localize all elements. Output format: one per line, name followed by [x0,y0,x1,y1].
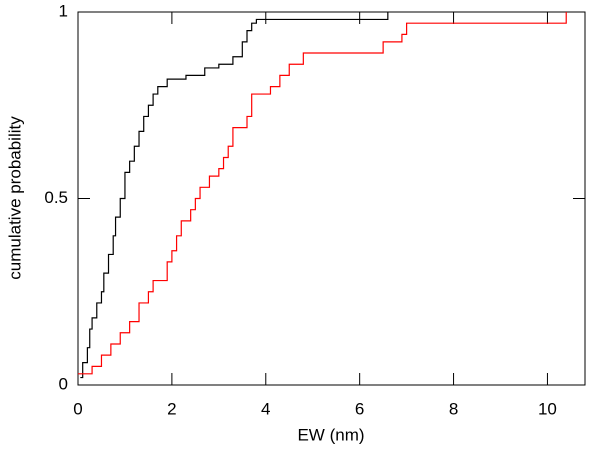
x-axis-label: EW (nm) [297,425,364,444]
step-line [78,12,567,375]
y-tick-label: 1 [59,1,68,20]
plot-frame [77,11,586,386]
x-tick-label: 0 [73,399,82,418]
x-tick-label: 2 [167,399,176,418]
x-tick-label: 8 [449,399,458,418]
y-tick-label: 0 [59,374,68,393]
x-tick-label: 4 [261,399,270,418]
step-line [80,12,389,379]
y-axis-label: cumulative probability [5,116,24,280]
x-tick-label: 6 [355,399,364,418]
y-tick-label: 0.5 [44,188,68,207]
x-tick-label: 10 [538,399,557,418]
